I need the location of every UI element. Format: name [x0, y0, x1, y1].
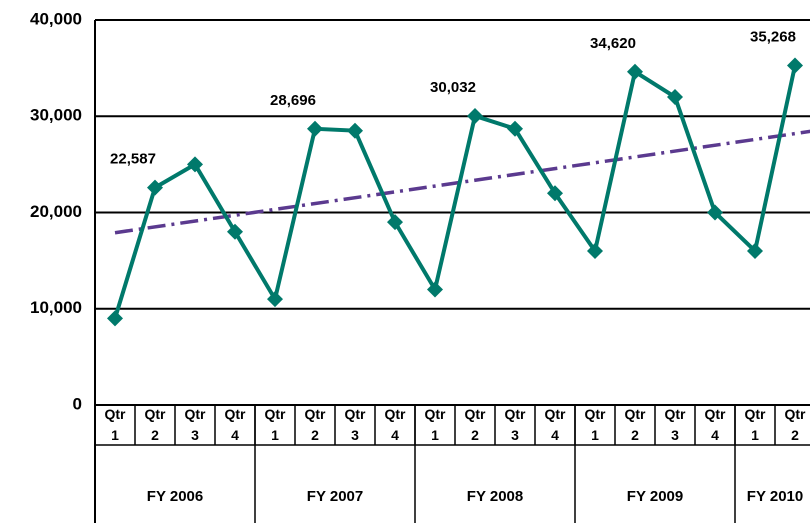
- data-label: 30,032: [430, 79, 476, 96]
- x-tick-label: Qtr 4: [385, 406, 407, 443]
- data-label: 34,620: [590, 35, 636, 52]
- x-tick-label: Qtr 2: [305, 406, 327, 443]
- marker: [667, 89, 683, 105]
- marker: [707, 204, 723, 221]
- marker: [347, 122, 363, 139]
- data-label: 35,268: [750, 29, 796, 46]
- marker: [187, 156, 203, 173]
- marker: [747, 243, 763, 259]
- x-tick-label: Qtr 2: [625, 406, 647, 443]
- group-label: FY 2007: [307, 488, 363, 505]
- data-label: 28,696: [270, 92, 316, 109]
- marker: [787, 57, 803, 74]
- x-tick-label: Qtr 3: [505, 406, 527, 443]
- x-tick-label: Qtr 4: [705, 406, 727, 443]
- x-tick-label: Qtr 2: [465, 406, 487, 443]
- x-tick-label: Qtr 3: [185, 406, 207, 443]
- marker: [387, 214, 403, 231]
- x-tick-label: Qtr 3: [345, 406, 367, 443]
- marker: [427, 281, 443, 298]
- marker: [587, 243, 603, 259]
- y-tick-label: 30,000: [30, 106, 82, 125]
- x-tick-label: Qtr 1: [105, 406, 127, 443]
- x-tick-label: Qtr 2: [145, 406, 167, 443]
- marker: [267, 291, 283, 308]
- y-tick-label: 40,000: [30, 9, 82, 28]
- x-tick-label: Qtr 3: [665, 406, 687, 443]
- marker: [227, 223, 243, 240]
- x-tick-label: Qtr 1: [265, 406, 287, 443]
- group-label: FY 2006: [147, 488, 203, 505]
- series-line: [113, 65, 797, 319]
- group-label: FY 2008: [467, 488, 523, 505]
- x-tick-label: Qtr 1: [425, 406, 447, 443]
- marker: [147, 179, 163, 196]
- x-tick-label: Qtr 4: [545, 406, 567, 443]
- marker: [307, 120, 323, 137]
- y-tick-label: 10,000: [30, 298, 82, 317]
- x-tick-label: Qtr 1: [745, 406, 767, 443]
- marker: [507, 120, 523, 137]
- marker: [107, 310, 123, 327]
- group-label: FY 2010: [747, 488, 803, 505]
- marker: [627, 63, 643, 80]
- plot: 0 10,000 20,000 30,000 40,000 Qtr 1 Qtr 2 Qtr 3 Qtr…: [30, 9, 810, 523]
- marker: [467, 107, 483, 124]
- y-tick-label: 20,000: [30, 202, 82, 221]
- group-label: FY 2009: [627, 488, 683, 505]
- data-label: 22,587: [110, 151, 156, 168]
- x-tick-label: Qtr 2: [785, 406, 807, 443]
- y-tick-label: 0: [73, 394, 82, 413]
- x-tick-label: Qtr 4: [225, 406, 247, 443]
- marker: [547, 185, 563, 202]
- x-tick-label: Qtr 1: [585, 406, 607, 443]
